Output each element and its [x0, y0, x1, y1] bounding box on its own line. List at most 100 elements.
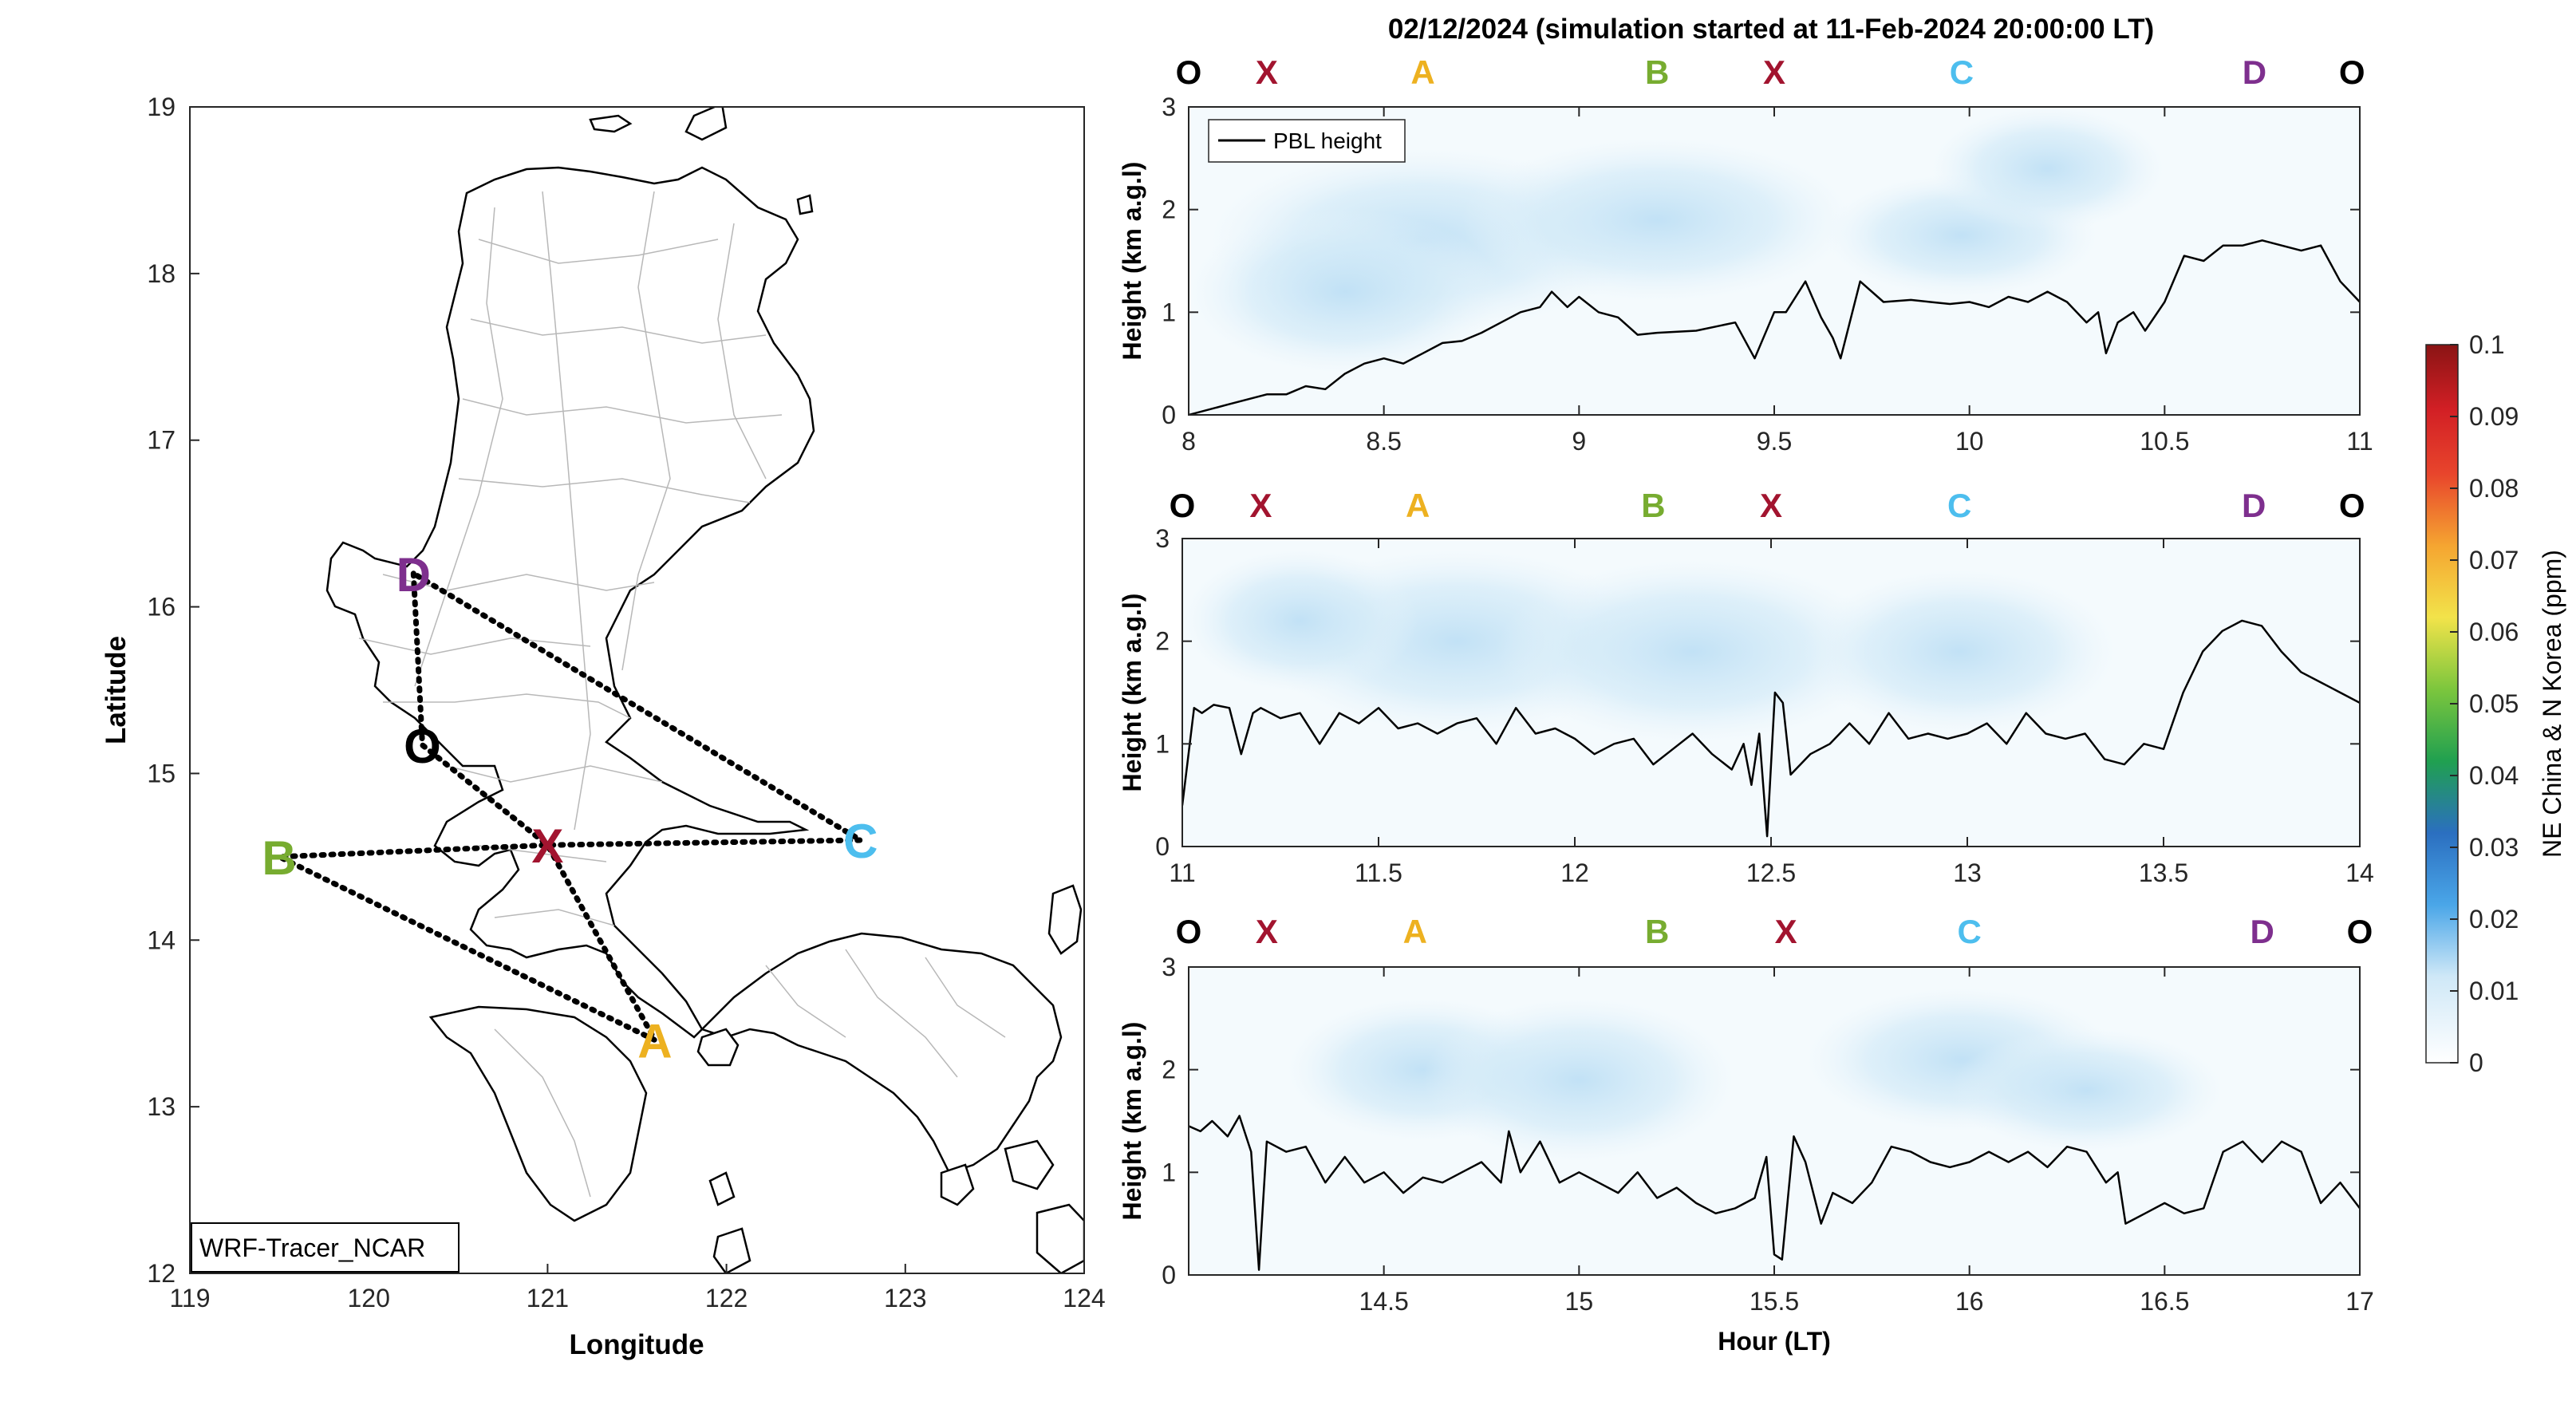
- colorbar-tick-label: 0.03: [2469, 833, 2519, 862]
- time-xlabel: Hour (LT): [1718, 1327, 1831, 1356]
- panel-xtick-label: 10.5: [2140, 427, 2189, 456]
- panel-xtick-label: 16: [1955, 1287, 1984, 1316]
- panel-xtick-label: 15: [1565, 1287, 1594, 1316]
- panel-site-label: C: [1947, 487, 1971, 524]
- panel-site-label: A: [1410, 53, 1434, 91]
- panel-site-label: X: [1249, 487, 1272, 524]
- plume-blob: [1189, 209, 1501, 374]
- mindoro-island: [428, 1005, 648, 1222]
- panel-ytick-label: 2: [1162, 195, 1176, 224]
- panel-xtick-label: 11: [1169, 858, 1195, 887]
- panel-site-label: X: [1760, 487, 1782, 524]
- plume-field: [1189, 107, 2360, 415]
- panel-site-label: C: [1957, 913, 1981, 950]
- panel-xtick-label: 13.5: [2139, 858, 2188, 887]
- colorbar-tick-label: 0.06: [2469, 618, 2519, 646]
- colorbar-tick-label: 0.1: [2469, 330, 2504, 359]
- map-ytick-label: 17: [147, 426, 176, 455]
- babuyan-islands: [589, 107, 814, 215]
- map-ytick-label: 12: [147, 1259, 176, 1288]
- panel-xtick-label: 12.5: [1746, 858, 1796, 887]
- panel-site-label: O: [1176, 913, 1202, 950]
- panel-xtick-label: 9.5: [1757, 427, 1792, 456]
- panel-ytick-label: 0: [1155, 832, 1170, 861]
- plume-blob: [1462, 137, 1852, 302]
- plume-blob: [1930, 107, 2165, 231]
- plume-field: [1182, 539, 2360, 847]
- panel-site-label: X: [1775, 913, 1797, 950]
- colorbar: 0 0.01 0.02 0.03 0.04 0.05 0.06 0.07 0.08 0.09 0.1…: [2425, 330, 2566, 1077]
- panel-ytick-label: 2: [1162, 1056, 1176, 1084]
- panel-ytick-label: 0: [1162, 401, 1176, 429]
- panel-xtick-label: 10: [1955, 427, 1984, 456]
- legend-label: PBL height: [1273, 128, 1382, 153]
- map-ytick-label: 18: [147, 259, 176, 288]
- panel-ytick-label: 1: [1162, 1158, 1176, 1186]
- time-height-panel-1: 8 8.5 9 9.5 10 10.5 11 0 1 2 3 Height (km a.g.l) O X A…: [1118, 53, 2373, 456]
- panel-xtick-label: 8: [1181, 427, 1196, 456]
- map-xtick-label: 123: [884, 1284, 926, 1312]
- panel-ytick-label: 3: [1162, 93, 1176, 121]
- map-ytick-label: 15: [147, 759, 176, 787]
- panel-site-label: B: [1641, 487, 1665, 524]
- panel-site-label: B: [1645, 53, 1669, 91]
- panel-xtick-label: 11: [2346, 427, 2373, 456]
- flight-path: [278, 570, 871, 1047]
- colorbar-tick-label: 0.07: [2469, 546, 2519, 574]
- pbl-height-line: [1189, 239, 2360, 415]
- map-xtick-label: 119: [169, 1284, 210, 1312]
- site-label-x: X: [531, 819, 563, 873]
- colorbar-label: NE China & N Korea (ppm): [2538, 550, 2566, 858]
- panel-ytick-label: 0: [1162, 1261, 1176, 1289]
- map-xtick-label: 122: [705, 1284, 748, 1312]
- panel-site-label: X: [1256, 913, 1278, 950]
- panel-site-label: A: [1403, 913, 1427, 950]
- catanduanes-island: [1047, 884, 1083, 955]
- panel-xtick-label: 15.5: [1750, 1287, 1799, 1316]
- plume-blob: [1496, 558, 1889, 744]
- panel-site-label: O: [2339, 53, 2365, 91]
- panel-xtick-label: 11.5: [1355, 858, 1402, 887]
- map-ytick-label: 14: [147, 926, 176, 954]
- panel-ytick-label: 1: [1155, 729, 1170, 758]
- site-label-b: B: [262, 831, 296, 885]
- plume-blob: [1802, 569, 2116, 734]
- map-ytick-label: 19: [147, 93, 176, 121]
- panel-site-label: D: [2243, 53, 2266, 91]
- site-label-o: O: [404, 720, 441, 773]
- panel-xtick-label: 12: [1560, 858, 1589, 887]
- panel-site-label: D: [2250, 913, 2274, 950]
- panel-site-label: A: [1406, 487, 1430, 524]
- plume-blob: [1422, 997, 1736, 1162]
- panel-site-label: O: [2347, 913, 2373, 950]
- panel-site-label: B: [1645, 913, 1669, 950]
- map-ylabel: Latitude: [101, 636, 132, 744]
- map-axes-box: [189, 106, 1085, 1274]
- plume-blob: [1182, 548, 1418, 693]
- site-labels: O X A B C D: [262, 548, 878, 1068]
- panel-xtick-label: 9: [1572, 427, 1586, 456]
- colorbar-tick-label: 0.05: [2469, 689, 2519, 718]
- site-label-c: C: [843, 815, 878, 868]
- pbl-legend: PBL height: [1208, 119, 1406, 163]
- colorbar-tick-label: 0.01: [2469, 977, 2519, 1005]
- panel-site-label: C: [1950, 53, 1974, 91]
- colorbar-tick-label: 0.04: [2469, 761, 2519, 790]
- plume-field: [1189, 967, 2360, 1275]
- map-xlabel: Longitude: [569, 1329, 704, 1360]
- province-boundaries: [358, 191, 1006, 1198]
- map-ticks: 119 120 121 122 123 124 12 13 14 15 16 17 18 19: [147, 93, 1105, 1312]
- colorbar-tick-label: 0.02: [2469, 905, 2519, 933]
- panel-ylabel: Height (km a.g.l): [1118, 162, 1146, 361]
- map-xtick-label: 120: [348, 1284, 390, 1312]
- panel-site-label: O: [1170, 487, 1196, 524]
- panel-xtick-label: 14: [2345, 858, 2374, 887]
- map-ytick-label: 13: [147, 1092, 176, 1121]
- marinduque-island: [696, 1028, 740, 1067]
- model-label-box: [191, 1222, 460, 1273]
- panel-ytick-label: 3: [1162, 953, 1176, 981]
- map-ytick-label: 16: [147, 593, 176, 622]
